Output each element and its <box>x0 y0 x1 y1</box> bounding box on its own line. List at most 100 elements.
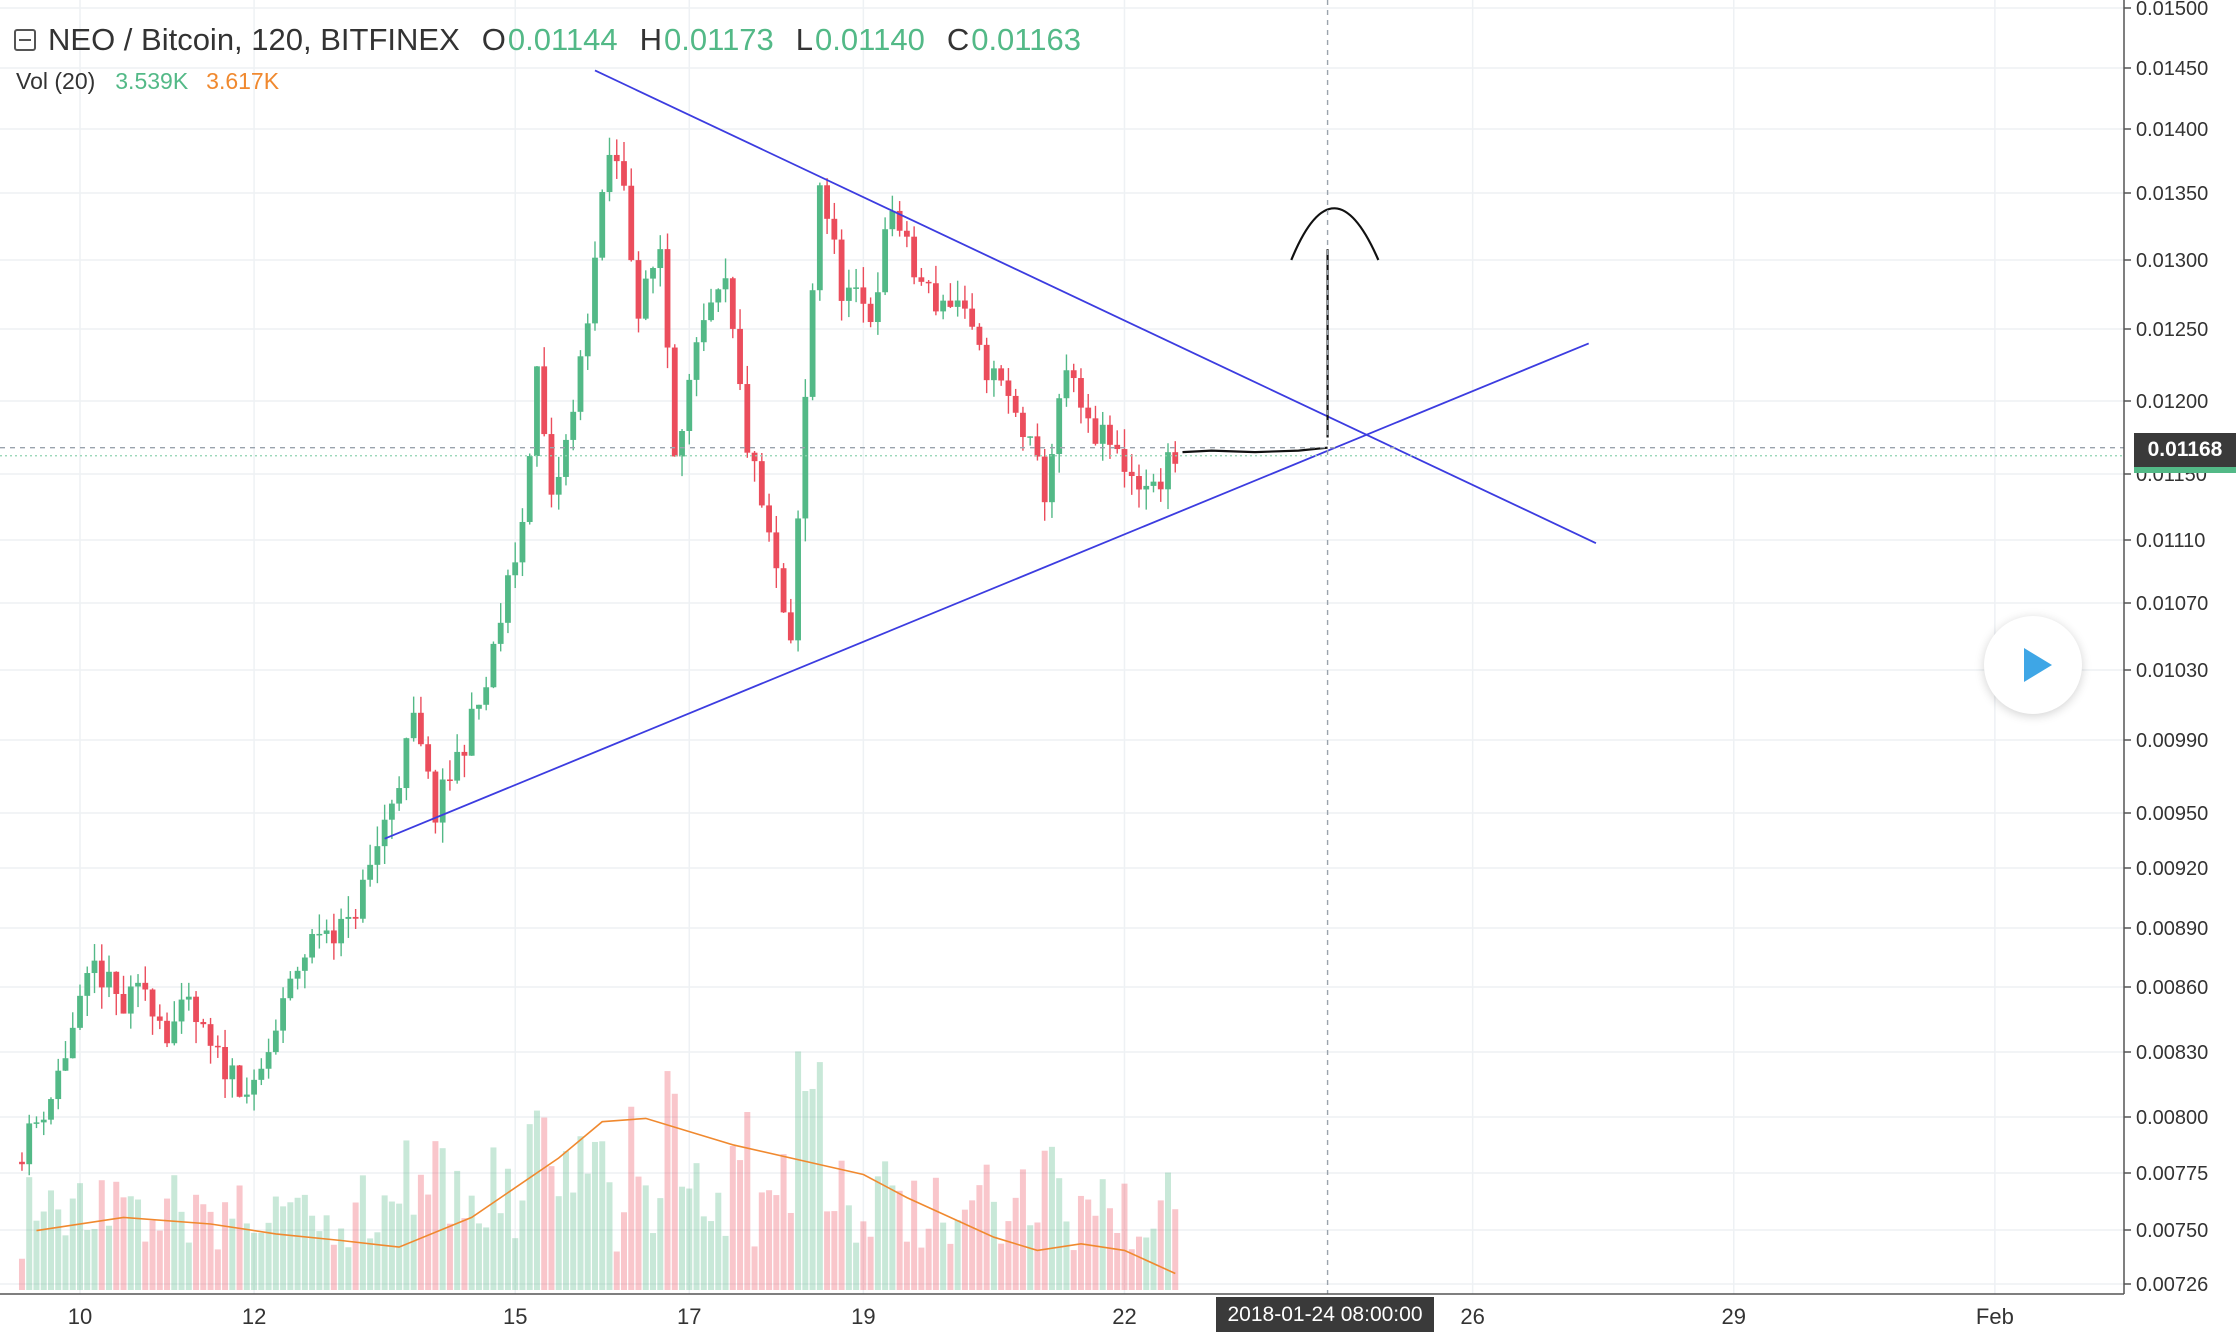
volume-bar <box>584 1173 591 1290</box>
price-axis[interactable]: 0.01500 0.01450 0.01400 0.01350 0.01300 0.012… <box>2123 0 2236 1296</box>
candle-body <box>142 982 149 990</box>
candle-body <box>338 918 345 944</box>
candle-body <box>577 356 584 412</box>
candle-body <box>889 210 896 230</box>
volume-bar <box>294 1197 301 1290</box>
candle-body <box>758 461 765 506</box>
candle-body <box>265 1052 272 1069</box>
volume-bar <box>265 1222 272 1290</box>
price-tick-label: 0.00775 <box>2136 1163 2208 1185</box>
volume-bar <box>1172 1209 1179 1290</box>
time-tick-label: 12 <box>242 1304 266 1329</box>
candle-body <box>657 249 664 269</box>
price-axis-bg <box>2124 0 2236 1294</box>
price-tick-label: 0.00890 <box>2136 918 2208 940</box>
volume-bar <box>925 1228 932 1290</box>
price-tick-label: 0.00800 <box>2136 1107 2208 1129</box>
collapse-icon[interactable] <box>14 29 36 51</box>
candle-body <box>751 452 758 462</box>
volume-bar <box>483 1227 490 1290</box>
volume-bar <box>802 1091 809 1290</box>
volume-bar <box>577 1136 584 1290</box>
volume-bar <box>541 1117 548 1290</box>
high-value: 0.01173 <box>664 22 774 57</box>
candle-body <box>120 993 127 1014</box>
candle-body <box>330 930 337 944</box>
candle-body <box>33 1122 40 1124</box>
last-price-marker <box>2134 467 2236 473</box>
volume-bar <box>490 1147 497 1290</box>
hand-drawings[interactable] <box>1182 207 1380 454</box>
volume-bar <box>454 1170 461 1290</box>
price-tick-label: 0.00920 <box>2136 858 2208 880</box>
candle-body <box>679 431 685 457</box>
volume-bar <box>301 1194 308 1290</box>
volume-bar <box>374 1232 381 1290</box>
candle-body <box>1092 418 1099 444</box>
candle-body <box>91 960 98 974</box>
time-axis[interactable]: 10 12 15 17 19 22 26 29 Feb <box>0 1293 2124 1329</box>
candle-body <box>1049 454 1055 503</box>
volume-bar <box>1143 1237 1150 1290</box>
candle-body <box>729 278 736 329</box>
volume-bar <box>599 1141 606 1290</box>
price-tick-label: 0.00750 <box>2136 1220 2208 1242</box>
candle-body <box>983 344 990 381</box>
volume-bar <box>882 1161 889 1290</box>
candle-body <box>802 396 809 519</box>
volume-bar <box>1165 1172 1171 1290</box>
volume-bar <box>570 1192 577 1290</box>
price-tick-label: 0.01110 <box>2136 530 2205 552</box>
volume-bar <box>352 1202 359 1290</box>
volume-bar <box>867 1236 874 1290</box>
candle-body <box>947 300 954 307</box>
volume-bar <box>657 1198 664 1290</box>
trendline-upper <box>594 69 1597 544</box>
time-tick-label: 19 <box>851 1304 875 1329</box>
candle-body <box>1041 456 1048 503</box>
trendlines[interactable] <box>384 69 1597 840</box>
candle-body <box>766 505 772 533</box>
volume-bar <box>954 1220 961 1290</box>
candle-body <box>592 257 598 324</box>
projection-path <box>1182 446 1328 454</box>
candle-body <box>367 864 374 880</box>
volume-bar <box>33 1220 40 1290</box>
price-tick-label: 0.01200 <box>2136 391 2208 413</box>
volume-bar <box>258 1232 265 1290</box>
candle-body <box>1005 380 1012 396</box>
low-value: 0.01140 <box>815 22 925 57</box>
volume-bar <box>316 1231 323 1290</box>
volume-bar <box>55 1209 62 1290</box>
price-tick-label: 0.01300 <box>2136 250 2208 272</box>
volume-bar <box>795 1051 802 1290</box>
volume-bar <box>280 1206 287 1290</box>
volume-bar <box>149 1220 156 1290</box>
volume-bar <box>207 1211 214 1290</box>
volume-bar <box>345 1247 352 1290</box>
candle-body <box>1085 407 1092 419</box>
play-icon[interactable] <box>1984 616 2082 714</box>
volume-bar <box>671 1093 678 1290</box>
volume-bar <box>650 1233 657 1290</box>
candle-body <box>534 366 540 457</box>
candle-body <box>280 998 286 1031</box>
candle-body <box>69 1027 76 1059</box>
open-value: 0.01144 <box>507 22 618 57</box>
volume-bar <box>77 1183 83 1290</box>
volume-bar <box>715 1192 722 1290</box>
candle-body <box>519 521 526 563</box>
volume-bar <box>243 1223 250 1290</box>
candle-body <box>62 1058 69 1071</box>
volume-bar <box>969 1200 976 1290</box>
candle-body <box>156 1016 163 1021</box>
volume-bar <box>91 1228 98 1290</box>
volume-bar <box>468 1195 475 1290</box>
volume-bar <box>1070 1250 1077 1290</box>
volume-bar <box>251 1232 258 1290</box>
volume-bar <box>526 1124 533 1290</box>
volume-bar <box>185 1242 192 1290</box>
price-tick-label: 0.00990 <box>2136 730 2208 752</box>
candle-body <box>149 989 156 1017</box>
